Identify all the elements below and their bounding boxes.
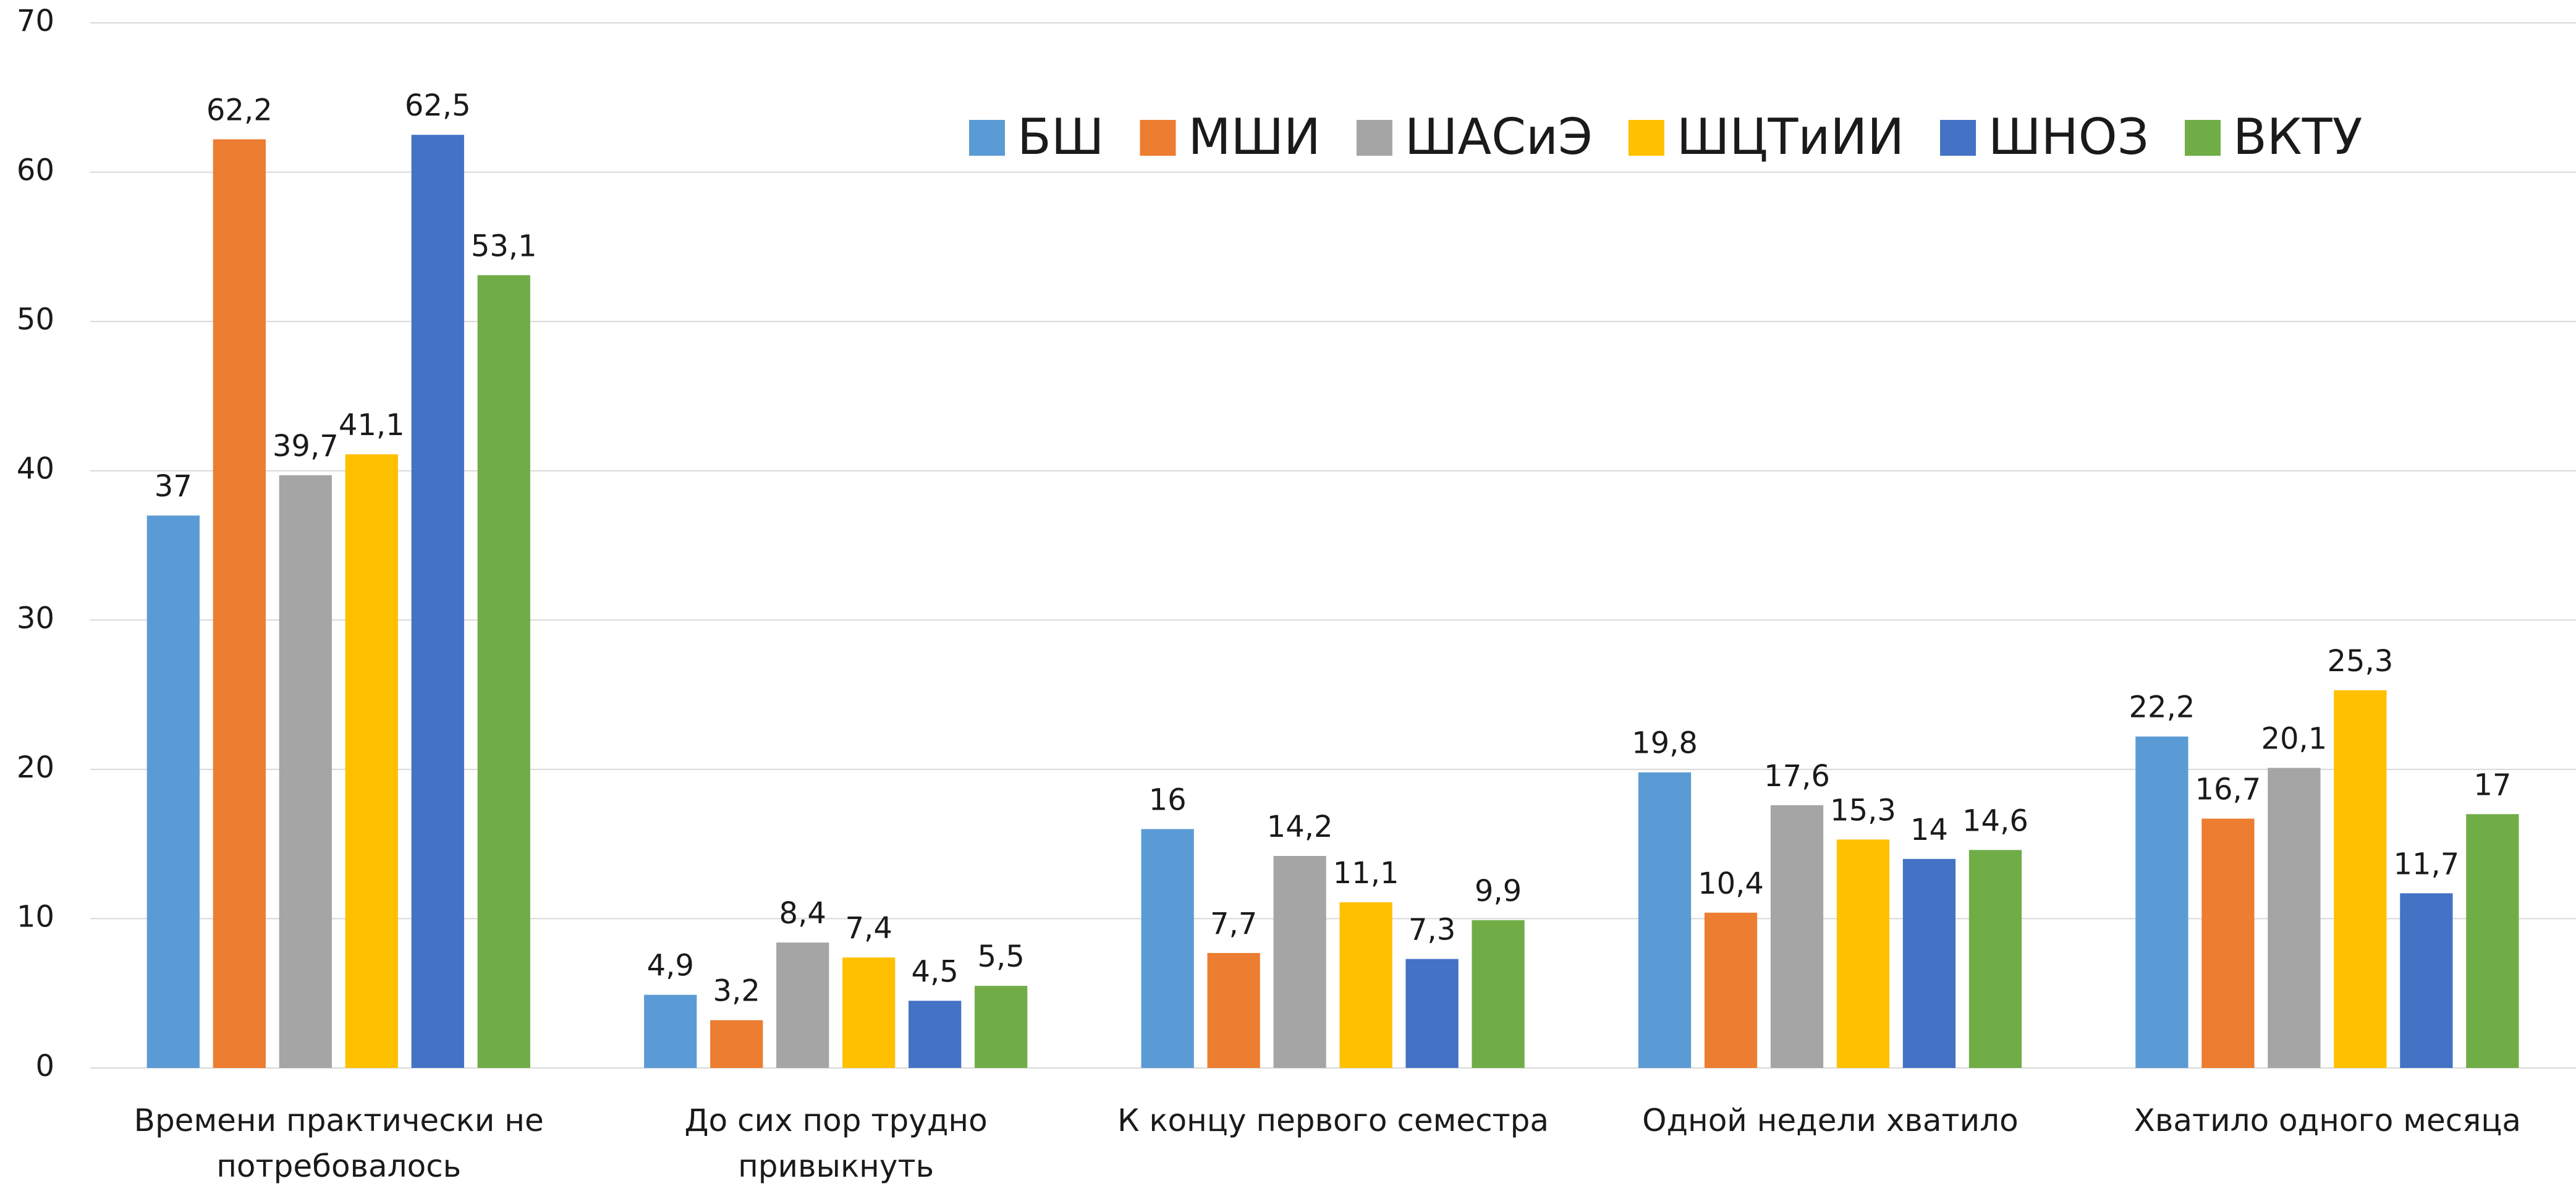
bar (213, 139, 266, 1068)
bar (1273, 855, 1326, 1068)
bar (1902, 858, 1956, 1068)
bar (710, 1020, 763, 1068)
legend-label: ШЦТиИИ (1677, 108, 1904, 166)
data-label: 8,4 (779, 896, 826, 931)
bar (1770, 805, 1824, 1068)
x-tick-label: До сих пор трудно привыкнуть (684, 1103, 988, 1184)
bar (1836, 839, 1890, 1068)
legend-swatch (1940, 120, 1976, 156)
data-label: 37 (155, 469, 192, 504)
data-label: 16 (1149, 782, 1187, 817)
bar (1405, 959, 1459, 1068)
y-tick-label: 40 (17, 452, 54, 486)
bar (1968, 850, 2022, 1068)
legend-swatch (1628, 120, 1664, 156)
bar (2268, 768, 2321, 1068)
data-label: 16,7 (2195, 773, 2261, 807)
data-label: 22,2 (2129, 690, 2195, 725)
data-label: 3,2 (713, 974, 760, 1009)
bar (975, 986, 1028, 1068)
data-label: 7,7 (1210, 907, 1257, 941)
data-label: 4,9 (647, 949, 694, 983)
data-label: 11,1 (1333, 856, 1399, 891)
bar (776, 942, 829, 1068)
bar (842, 957, 896, 1068)
data-label: 14 (1910, 813, 1948, 847)
bar (1339, 902, 1392, 1068)
bar (477, 275, 530, 1068)
y-tick-label: 50 (17, 302, 54, 337)
bar (1638, 772, 1692, 1068)
x-tick-label: К концу первого семестра (1117, 1103, 1549, 1138)
legend-swatch (2185, 120, 2221, 156)
bar (146, 515, 200, 1068)
bar (2400, 893, 2453, 1068)
bar (2201, 818, 2255, 1068)
y-tick-label: 60 (17, 153, 54, 188)
x-tick-label: Хватило одного месяца (2133, 1103, 2521, 1138)
data-label: 14,2 (1267, 810, 1333, 844)
data-label: 7,3 (1409, 913, 1455, 947)
data-label: 7,4 (845, 911, 892, 946)
bar (2334, 690, 2387, 1068)
bar (2466, 814, 2519, 1068)
bar (909, 1001, 962, 1068)
x-tick-label: Времени практически не потребовалось (133, 1103, 544, 1184)
data-label: 10,4 (1698, 866, 1764, 901)
bar (1207, 952, 1260, 1068)
bar (1472, 920, 1525, 1068)
data-label: 11,7 (2393, 847, 2459, 881)
legend-label: БШ (1017, 108, 1104, 166)
data-label: 19,8 (1632, 726, 1698, 761)
y-tick-label: 0 (35, 1049, 54, 1083)
legend-label: ВКТУ (2233, 108, 2362, 166)
y-tick-label: 20 (17, 750, 54, 785)
data-label: 14,6 (1962, 803, 2028, 838)
legend-swatch (1356, 120, 1392, 156)
bar (1141, 829, 1194, 1068)
legend-swatch (969, 120, 1005, 156)
bar (279, 475, 332, 1068)
bar (2135, 736, 2188, 1068)
bar (411, 135, 464, 1068)
data-label: 9,9 (1475, 874, 1522, 909)
data-label: 62,5 (405, 88, 471, 123)
data-label: 41,1 (339, 408, 405, 443)
data-label: 17 (2473, 768, 2511, 802)
data-label: 53,1 (471, 229, 537, 263)
x-tick-label: Одной недели хватило (1642, 1103, 2019, 1138)
bar (644, 994, 697, 1068)
bar (1704, 912, 1758, 1068)
y-tick-label: 10 (17, 899, 54, 934)
data-label: 25,3 (2327, 644, 2393, 679)
y-tick-label: 70 (17, 4, 54, 38)
data-label: 17,6 (1764, 759, 1830, 794)
data-label: 15,3 (1830, 793, 1896, 828)
legend-label: ШНОЗ (1988, 108, 2149, 166)
y-tick-label: 30 (17, 601, 54, 635)
data-label: 5,5 (977, 939, 1024, 974)
data-label: 62,2 (206, 93, 273, 127)
data-label: 4,5 (912, 954, 959, 989)
legend-label: ШАСиЭ (1405, 108, 1593, 166)
data-label: 20,1 (2261, 721, 2327, 756)
data-label: 39,7 (273, 429, 339, 464)
legend-label: МШИ (1188, 108, 1320, 166)
legend-swatch (1140, 120, 1176, 156)
bar (345, 454, 398, 1068)
